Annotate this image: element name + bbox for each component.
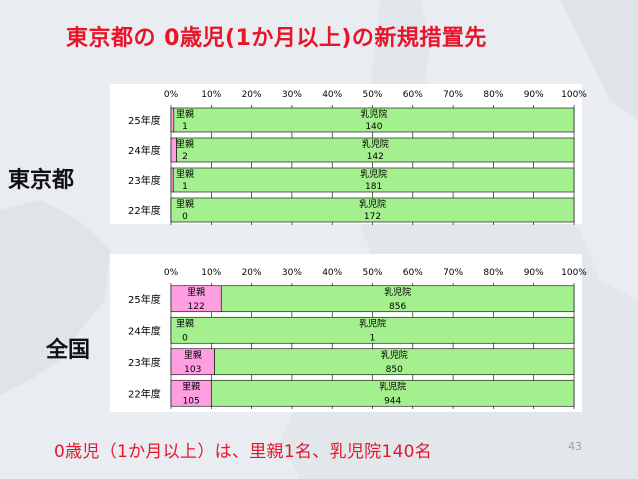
tokyo-tick-label: 70%	[443, 90, 463, 100]
tokyo-series-label-satooya: 里親	[176, 168, 194, 180]
tokyo-series-label-nyujiin: 乳児院	[359, 198, 386, 210]
tokyo-series-label-nyujiin: 乳児院	[360, 108, 387, 120]
nation-series-label-nyujiin: 乳児院	[359, 317, 386, 329]
nation-bar-satooya	[170, 379, 212, 407]
nation-data-label-satooya: 103	[184, 365, 201, 375]
nation-series-label-satooya: 里親	[187, 286, 205, 298]
nation-tick-label: 20%	[242, 268, 262, 278]
nation-tick-label: 50%	[362, 268, 382, 278]
footer-note: 0歳児（1か月以上）は、里親1名、乳児院140名	[54, 442, 433, 462]
nation-series-label-nyujiin: 乳児院	[379, 380, 406, 392]
tokyo-series-label-nyujiin: 乳児院	[360, 168, 387, 180]
nation-series-label-satooya: 里親	[184, 349, 202, 361]
tokyo-data-label-satooya: 1	[182, 122, 188, 132]
nation-tick-label: 10%	[201, 268, 221, 278]
nation-series-label-nyujiin: 乳児院	[384, 286, 411, 298]
nation-category-label: 22年度	[128, 387, 161, 400]
tokyo-data-label-satooya: 0	[182, 212, 188, 222]
tokyo-tick-label: 60%	[403, 90, 423, 100]
tokyo-bar-satooya	[170, 107, 175, 133]
nation-tick-label: 90%	[524, 268, 544, 278]
tokyo-bar-satooya	[170, 167, 174, 193]
nation-bar-nyujiin	[214, 348, 575, 376]
nation-tick-label: 60%	[403, 268, 423, 278]
tokyo-tick-label: 20%	[242, 90, 262, 100]
page-title: 東京都の 0歳児(1か月以上)の新規措置先	[66, 26, 487, 51]
tokyo-category-label: 25年度	[128, 114, 161, 127]
nation-tick-label: 80%	[483, 268, 503, 278]
tokyo-tick-label: 0%	[164, 90, 179, 100]
tokyo-tick-label: 30%	[282, 90, 302, 100]
tokyo-category-label: 22年度	[128, 204, 161, 217]
nation-bar-nyujiin	[220, 285, 575, 313]
nation-bar-nyujiin	[211, 379, 575, 407]
tokyo-data-label-nyujiin: 140	[365, 122, 382, 132]
tokyo-bar-nyujiin	[170, 197, 575, 223]
nation-category-label: 24年度	[128, 324, 161, 337]
tokyo-bar-nyujiin	[173, 107, 575, 133]
tokyo-tick-label: 80%	[483, 90, 503, 100]
tokyo-category-label: 23年度	[128, 174, 161, 187]
page-number: 43	[568, 440, 582, 453]
nation-data-label-nyujiin: 856	[389, 302, 406, 312]
nation-tick-label: 30%	[282, 268, 302, 278]
nation-tick-label: 100%	[561, 268, 587, 278]
nation-tick-label: 0%	[164, 268, 179, 278]
tokyo-data-label-nyujiin: 142	[367, 152, 384, 162]
tokyo-bar-nyujiin	[172, 167, 575, 193]
nation-category-label: 25年度	[128, 293, 161, 306]
tokyo-data-label-nyujiin: 172	[364, 212, 381, 222]
nation-tick-label: 70%	[443, 268, 463, 278]
tokyo-series-label-satooya: 里親	[176, 198, 194, 210]
nation-data-label-satooya: 122	[188, 302, 205, 312]
tokyo-data-label-nyujiin: 181	[365, 182, 382, 192]
nation-data-label-nyujiin: 1	[370, 333, 376, 343]
tokyo-tick-label: 90%	[524, 90, 544, 100]
nation-data-label-nyujiin: 944	[384, 396, 401, 406]
nation-series-label-satooya: 里親	[176, 317, 194, 329]
tokyo-series-label-satooya: 里親	[176, 108, 194, 120]
tokyo-label: 東京都	[8, 168, 75, 193]
nation-bar-satooya	[170, 348, 215, 376]
tokyo-tick-label: 100%	[561, 90, 587, 100]
tokyo-bar-nyujiin	[176, 137, 575, 163]
tokyo-tick-label: 10%	[201, 90, 221, 100]
nation-series-label-satooya: 里親	[182, 380, 200, 392]
nation-data-label-satooya: 0	[182, 333, 188, 343]
tokyo-data-label-satooya: 1	[182, 182, 188, 192]
tokyo-series-label-nyujiin: 乳児院	[362, 138, 389, 150]
nation-data-label-nyujiin: 850	[386, 365, 403, 375]
tokyo-tick-label: 50%	[362, 90, 382, 100]
nation-bar-nyujiin	[170, 316, 575, 344]
tokyo-series-label-satooya: 里親	[176, 138, 194, 150]
tokyo-category-label: 24年度	[128, 144, 161, 157]
nation-data-label-satooya: 105	[183, 396, 200, 406]
nation-label: 全国	[46, 338, 91, 363]
tokyo-tick-label: 40%	[322, 90, 342, 100]
nation-category-label: 23年度	[128, 356, 161, 369]
nation-tick-label: 40%	[322, 268, 342, 278]
tokyo-data-label-satooya: 2	[182, 152, 188, 162]
nation-series-label-nyujiin: 乳児院	[381, 349, 408, 361]
